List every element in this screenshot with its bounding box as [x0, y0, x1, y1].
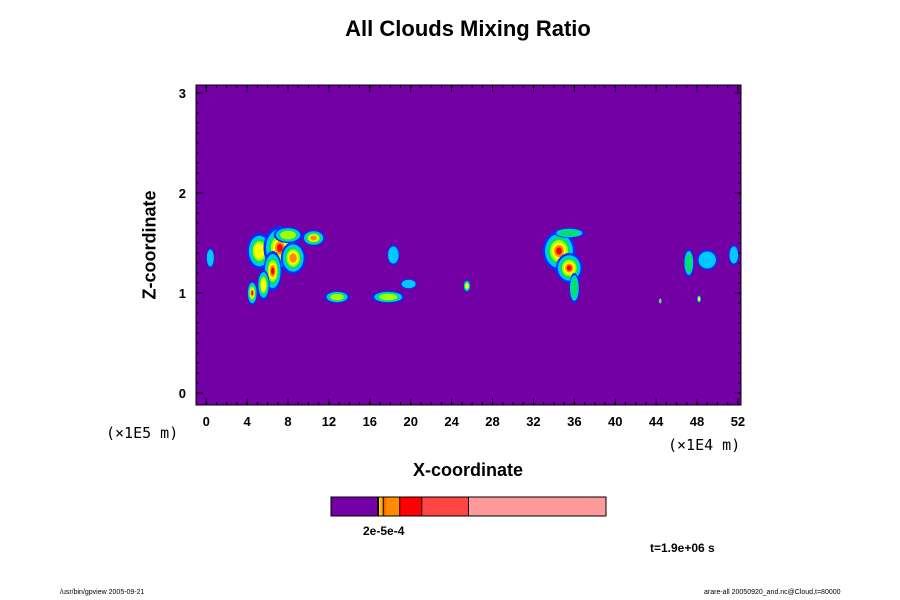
x-tick-label: 24	[444, 414, 459, 429]
y-axis-unit: (×1E5 m)	[106, 424, 179, 442]
cloud-blob-14-level-6	[566, 265, 572, 271]
colorbar-segment-0	[331, 497, 378, 516]
cloud-blob-0-level-4	[254, 243, 265, 259]
plot-frame	[195, 84, 742, 406]
cloud-blob-13-level-6	[556, 247, 562, 255]
x-tick-label: 12	[322, 414, 336, 429]
y-tick-label: 2	[179, 186, 186, 201]
cloud-blob-6-level-6	[251, 290, 254, 296]
cloud-blob-8-level-3	[330, 293, 344, 301]
x-axis-unit: (×1E4 m)	[668, 436, 741, 454]
cloud-blob-7-level-4	[260, 278, 267, 292]
colorbar-segment-4	[383, 497, 386, 516]
x-tick-label: 16	[363, 414, 377, 429]
colorbar-segment-8	[468, 497, 606, 516]
colorbar-segment-7	[421, 497, 469, 516]
x-tick-label: 28	[485, 414, 499, 429]
x-tick-label: 44	[649, 414, 664, 429]
x-tick-label: 48	[690, 414, 704, 429]
cloud-blob-15-level-2	[570, 277, 578, 299]
colorbar-segment-2	[379, 497, 381, 516]
x-tick-label: 52	[731, 414, 745, 429]
y-tick-label: 3	[179, 86, 186, 101]
colorbar-label: 2e-5e-4	[363, 524, 405, 538]
cloud-blob-19-level-1	[729, 246, 739, 264]
cloud-blob-10-level-1	[388, 246, 399, 264]
cloud-blob-1-level-6	[276, 244, 283, 252]
colorbar-segment-3	[380, 497, 384, 516]
footer-right: arare-all 20050920_and.nc@Cloud,t=80000	[704, 589, 841, 596]
x-tick-label: 8	[284, 414, 291, 429]
x-tick-label: 40	[608, 414, 622, 429]
colorbar-segment-6	[399, 497, 422, 516]
cloud-blob-12-level-4	[465, 283, 469, 289]
cloud-blob-11-level-1	[401, 279, 416, 289]
x-tick-label: 0	[203, 414, 210, 429]
x-tick-label: 20	[403, 414, 417, 429]
x-tick-label: 32	[526, 414, 540, 429]
cloud-blob-18-level-2	[685, 253, 693, 273]
y-tick-label: 0	[179, 386, 186, 401]
colorbar-segment-1	[377, 497, 380, 516]
colorbar-segment-5	[386, 497, 400, 516]
cloud-blob-2-level-5	[289, 253, 297, 263]
cloud-blob-20-level-1	[206, 249, 214, 267]
x-tick-label: 4	[244, 414, 252, 429]
time-label: t=1.9e+06 s	[650, 541, 715, 555]
cloud-blob-22-level-4	[698, 297, 701, 301]
cloud-blob-21-level-5	[659, 300, 662, 302]
cloud-blob-17-level-1	[698, 251, 716, 269]
footer-left: /usr/bin/gpview 2005-09-21	[60, 589, 145, 596]
x-axis-label: X-coordinate	[412, 460, 524, 480]
cloud-blob-9-level-3	[379, 293, 398, 301]
cloud-blob-16-level-2	[558, 229, 580, 237]
x-tick-label: 36	[567, 414, 581, 429]
cloud-blob-4-level-3	[280, 230, 296, 240]
y-axis-label: Z-coordinate	[139, 190, 160, 300]
y-tick-label: 1	[179, 286, 186, 301]
cloud-blob-3-level-5	[310, 235, 317, 241]
chart-title: All Clouds Mixing Ratio	[345, 16, 591, 41]
cloud-blob-5-level-6	[271, 267, 275, 275]
